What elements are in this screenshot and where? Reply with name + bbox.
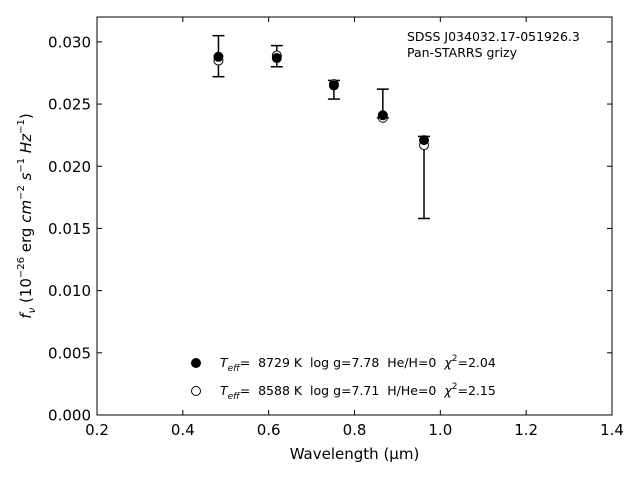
y-tick-label: 0.010: [48, 282, 91, 300]
y-axis-title-s: s: [17, 172, 35, 185]
error-bars: [212, 34, 431, 220]
y-axis-title-exp-hz: −1: [16, 119, 27, 134]
legend-marker-open: [191, 386, 201, 396]
data-point-filled: [377, 110, 388, 121]
y-axis-title-close: ): [17, 113, 35, 119]
data-point-filled: [271, 53, 282, 64]
y-axis-title-cm: cm: [17, 200, 35, 223]
x-tick-label: 0.8: [343, 421, 367, 439]
y-axis-title-exp-cm: −2: [16, 185, 27, 200]
y-tick-label: 0.020: [48, 158, 91, 176]
x-tick-label: 1.2: [514, 421, 538, 439]
y-axis-title-erg: erg: [17, 223, 35, 257]
legend: Teff= 8729 K log g=7.78 He/H=0 χ2=2.04 T…: [191, 354, 496, 402]
data-point-filled: [213, 51, 224, 62]
y-axis-ticks: 0.000 0.005 0.010 0.015 0.020 0.025 0.030: [48, 33, 612, 425]
data-point-filled: [419, 135, 430, 146]
y-axis-title-exp-s: −1: [16, 158, 27, 173]
y-tick-label: 0.005: [48, 344, 91, 362]
y-axis-title-open: (10: [17, 278, 35, 308]
y-tick-label: 0.015: [48, 220, 91, 238]
y-axis-title: fν (10−26 erg cm−2 s−1 Hz−1): [16, 113, 38, 318]
x-tick-label: 0.6: [257, 421, 281, 439]
x-axis-title: Wavelength (μm): [290, 445, 420, 463]
y-axis-title-exp26: −26: [16, 257, 27, 278]
x-axis-ticks: 0.2 0.4 0.6 0.8 1.0 1.2 1.4: [85, 17, 624, 439]
x-tick-label: 1.4: [600, 421, 624, 439]
data-markers: [213, 50, 430, 151]
y-axis-title-nu: ν: [27, 307, 38, 313]
y-axis-title-f: f: [17, 311, 35, 319]
x-tick-label: 0.4: [171, 421, 195, 439]
y-tick-label: 0.030: [48, 33, 91, 51]
x-tick-label: 1.0: [428, 421, 452, 439]
legend-marker-filled: [191, 358, 201, 368]
data-point-filled: [328, 80, 339, 91]
x-tick-label: 0.2: [85, 421, 109, 439]
legend-entry-1: Teff= 8729 K log g=7.78 He/H=0 χ2=2.04: [220, 354, 496, 374]
y-tick-label: 0.025: [48, 96, 91, 114]
y-tick-label: 0.000: [48, 407, 91, 425]
y-axis-title-hz: Hz: [17, 133, 35, 158]
object-name-annotation: SDSS J034032.17-051926.3: [407, 29, 580, 44]
survey-annotation: Pan-STARRS grizy: [407, 45, 518, 60]
legend-entry-2: Teff= 8588 K log g=7.71 H/He=0 χ2=2.15: [220, 382, 496, 402]
